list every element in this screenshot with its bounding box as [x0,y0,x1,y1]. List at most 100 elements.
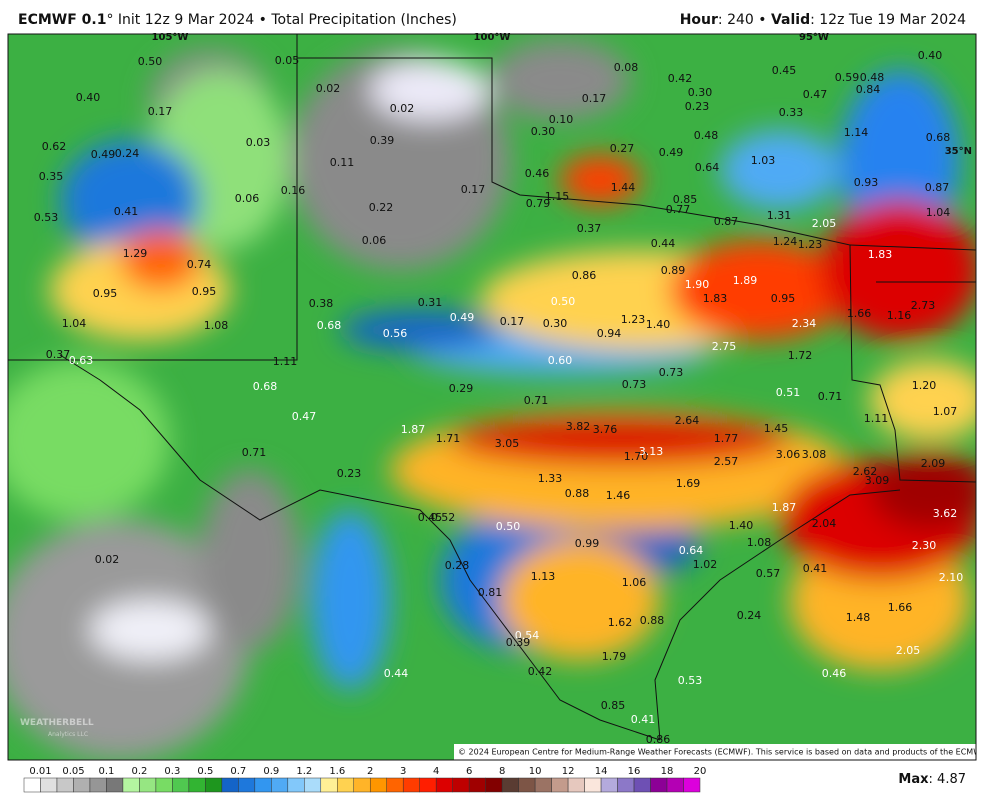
point-label: 0.02 [390,102,415,115]
colorbar-tick-label: 0.1 [98,766,114,777]
point-label: 1.89 [733,274,758,287]
point-label: 0.63 [69,354,94,367]
point-label: 0.49 [91,148,116,161]
point-label: 0.86 [572,269,597,282]
colorbar-swatch [633,777,651,793]
point-label: 0.33 [779,106,804,119]
point-label: 2.30 [912,539,937,552]
hour: : 240 • [717,12,771,28]
colorbar-swatch [106,777,124,793]
colorbar-tick-label: 16 [628,766,641,777]
point-label: 0.40 [76,91,101,104]
point-label: 0.52 [431,511,456,524]
point-labels: 0.50 0.050.080.420.450.400.59 0.480.840.40… [34,49,964,746]
point-label: 2.75 [712,340,737,353]
point-label: 0.42 [528,665,553,678]
point-label: 0.47 [292,410,317,423]
point-label: 0.56 [383,327,408,340]
point-label: 0.99 [575,537,600,550]
colorbar-tick-label: 0.2 [131,766,147,777]
colorbar-swatch [56,777,74,793]
colorbar-swatch [666,777,684,793]
point-label: 2.57 [714,455,739,468]
point-label: 1.33 [538,472,563,485]
colorbar-tick-label: 18 [661,766,674,777]
point-label: 0.68 [926,131,951,144]
point-label: 0.45 [772,64,797,77]
colorbar-swatch [435,777,453,793]
point-label: 1.45 [764,422,789,435]
point-label: 0.41 [631,713,656,726]
point-label: 0.95 [192,285,217,298]
point-label: 2.64 [675,414,700,427]
point-label: 0.39 [506,636,531,649]
point-label: 0.53 [678,674,703,687]
colorbar-swatch [617,777,635,793]
colorbar-swatch [254,777,272,793]
point-label: 3.76 [593,423,618,436]
colorbar-swatch [419,777,437,793]
point-label: 0.02 [95,553,120,566]
colorbar-swatch [89,777,107,793]
point-label: 2.04 [812,517,837,530]
point-label: 0.46 [822,667,847,680]
point-label: 0.17 [500,315,525,328]
point-label: 0.93 [854,176,879,189]
point-label: 0.30 [531,125,556,138]
colorbar-swatch [139,777,157,793]
colorbar-swatch [468,777,486,793]
point-label: 0.37 [46,348,71,361]
point-label: 0.86 [646,733,671,746]
point-label: 2.05 [896,644,921,657]
colorbar-swatch [683,777,701,793]
point-label: 1.11 [273,355,298,368]
colorbar-swatch [205,777,223,793]
point-label: 1.87 [401,423,426,436]
point-label: 1.66 [847,307,872,320]
point-label: 1.70 [624,450,649,463]
graticule-label: 35°N [945,146,972,157]
point-label: 1.06 [622,576,647,589]
point-label: 0.17 [148,105,173,118]
colorbar-tick-label: 4 [433,766,439,777]
point-label: 0.02 [316,82,341,95]
point-label: 0.24 [115,147,140,160]
point-label: 1.14 [844,126,869,139]
point-label: 1.08 [747,536,772,549]
point-label: 0.39 [370,134,395,147]
colorbar: 0.01 0.05 0.1 0.2 0.3 0.5 0.7 0.9 1.2 1.6 2 3 4 6 8 10 1… [23,766,706,793]
colorbar-tick-label: 0.05 [62,766,84,777]
point-label: 0.08 [614,61,639,74]
colorbar-tick-label: 0.3 [164,766,180,777]
point-label: 0.51 [776,386,801,399]
point-label: 0.17 [461,183,486,196]
point-label: 1.48 [846,611,871,624]
colorbar-swatch [485,777,503,793]
point-label: 0.30 [543,317,568,330]
point-label: 1.40 [729,519,754,532]
valid-label: Valid [770,12,811,28]
point-label: 0.06 [235,192,260,205]
point-label: 0.60 [548,354,573,367]
point-label: 2.34 [792,317,817,330]
valid: : 12z Tue 19 Mar 2024 [810,12,966,28]
colorbar-swatch [155,777,173,793]
point-label: 3.05 [495,437,520,450]
colorbar-tick-label: 0.5 [197,766,213,777]
colorbar-tick-label: 2 [367,766,373,777]
point-label: 0.10 [549,113,574,126]
colorbar-swatch [122,777,140,793]
colorbar-swatch [73,777,91,793]
point-label: 1.13 [531,570,556,583]
point-label: 0.49 [659,146,684,159]
point-label: 0.87 [714,215,739,228]
point-label: 1.29 [123,247,148,260]
colorbar-swatch [188,777,206,793]
colorbar-tick-label: 14 [595,766,608,777]
point-label: 1.15 [545,190,570,203]
point-label: 1.62 [608,616,633,629]
point-label: 2.09 [921,457,946,470]
point-label: 0.11 [330,156,355,169]
colorbar-tick-label: 0.7 [230,766,246,777]
point-label: 0.71 [242,446,267,459]
